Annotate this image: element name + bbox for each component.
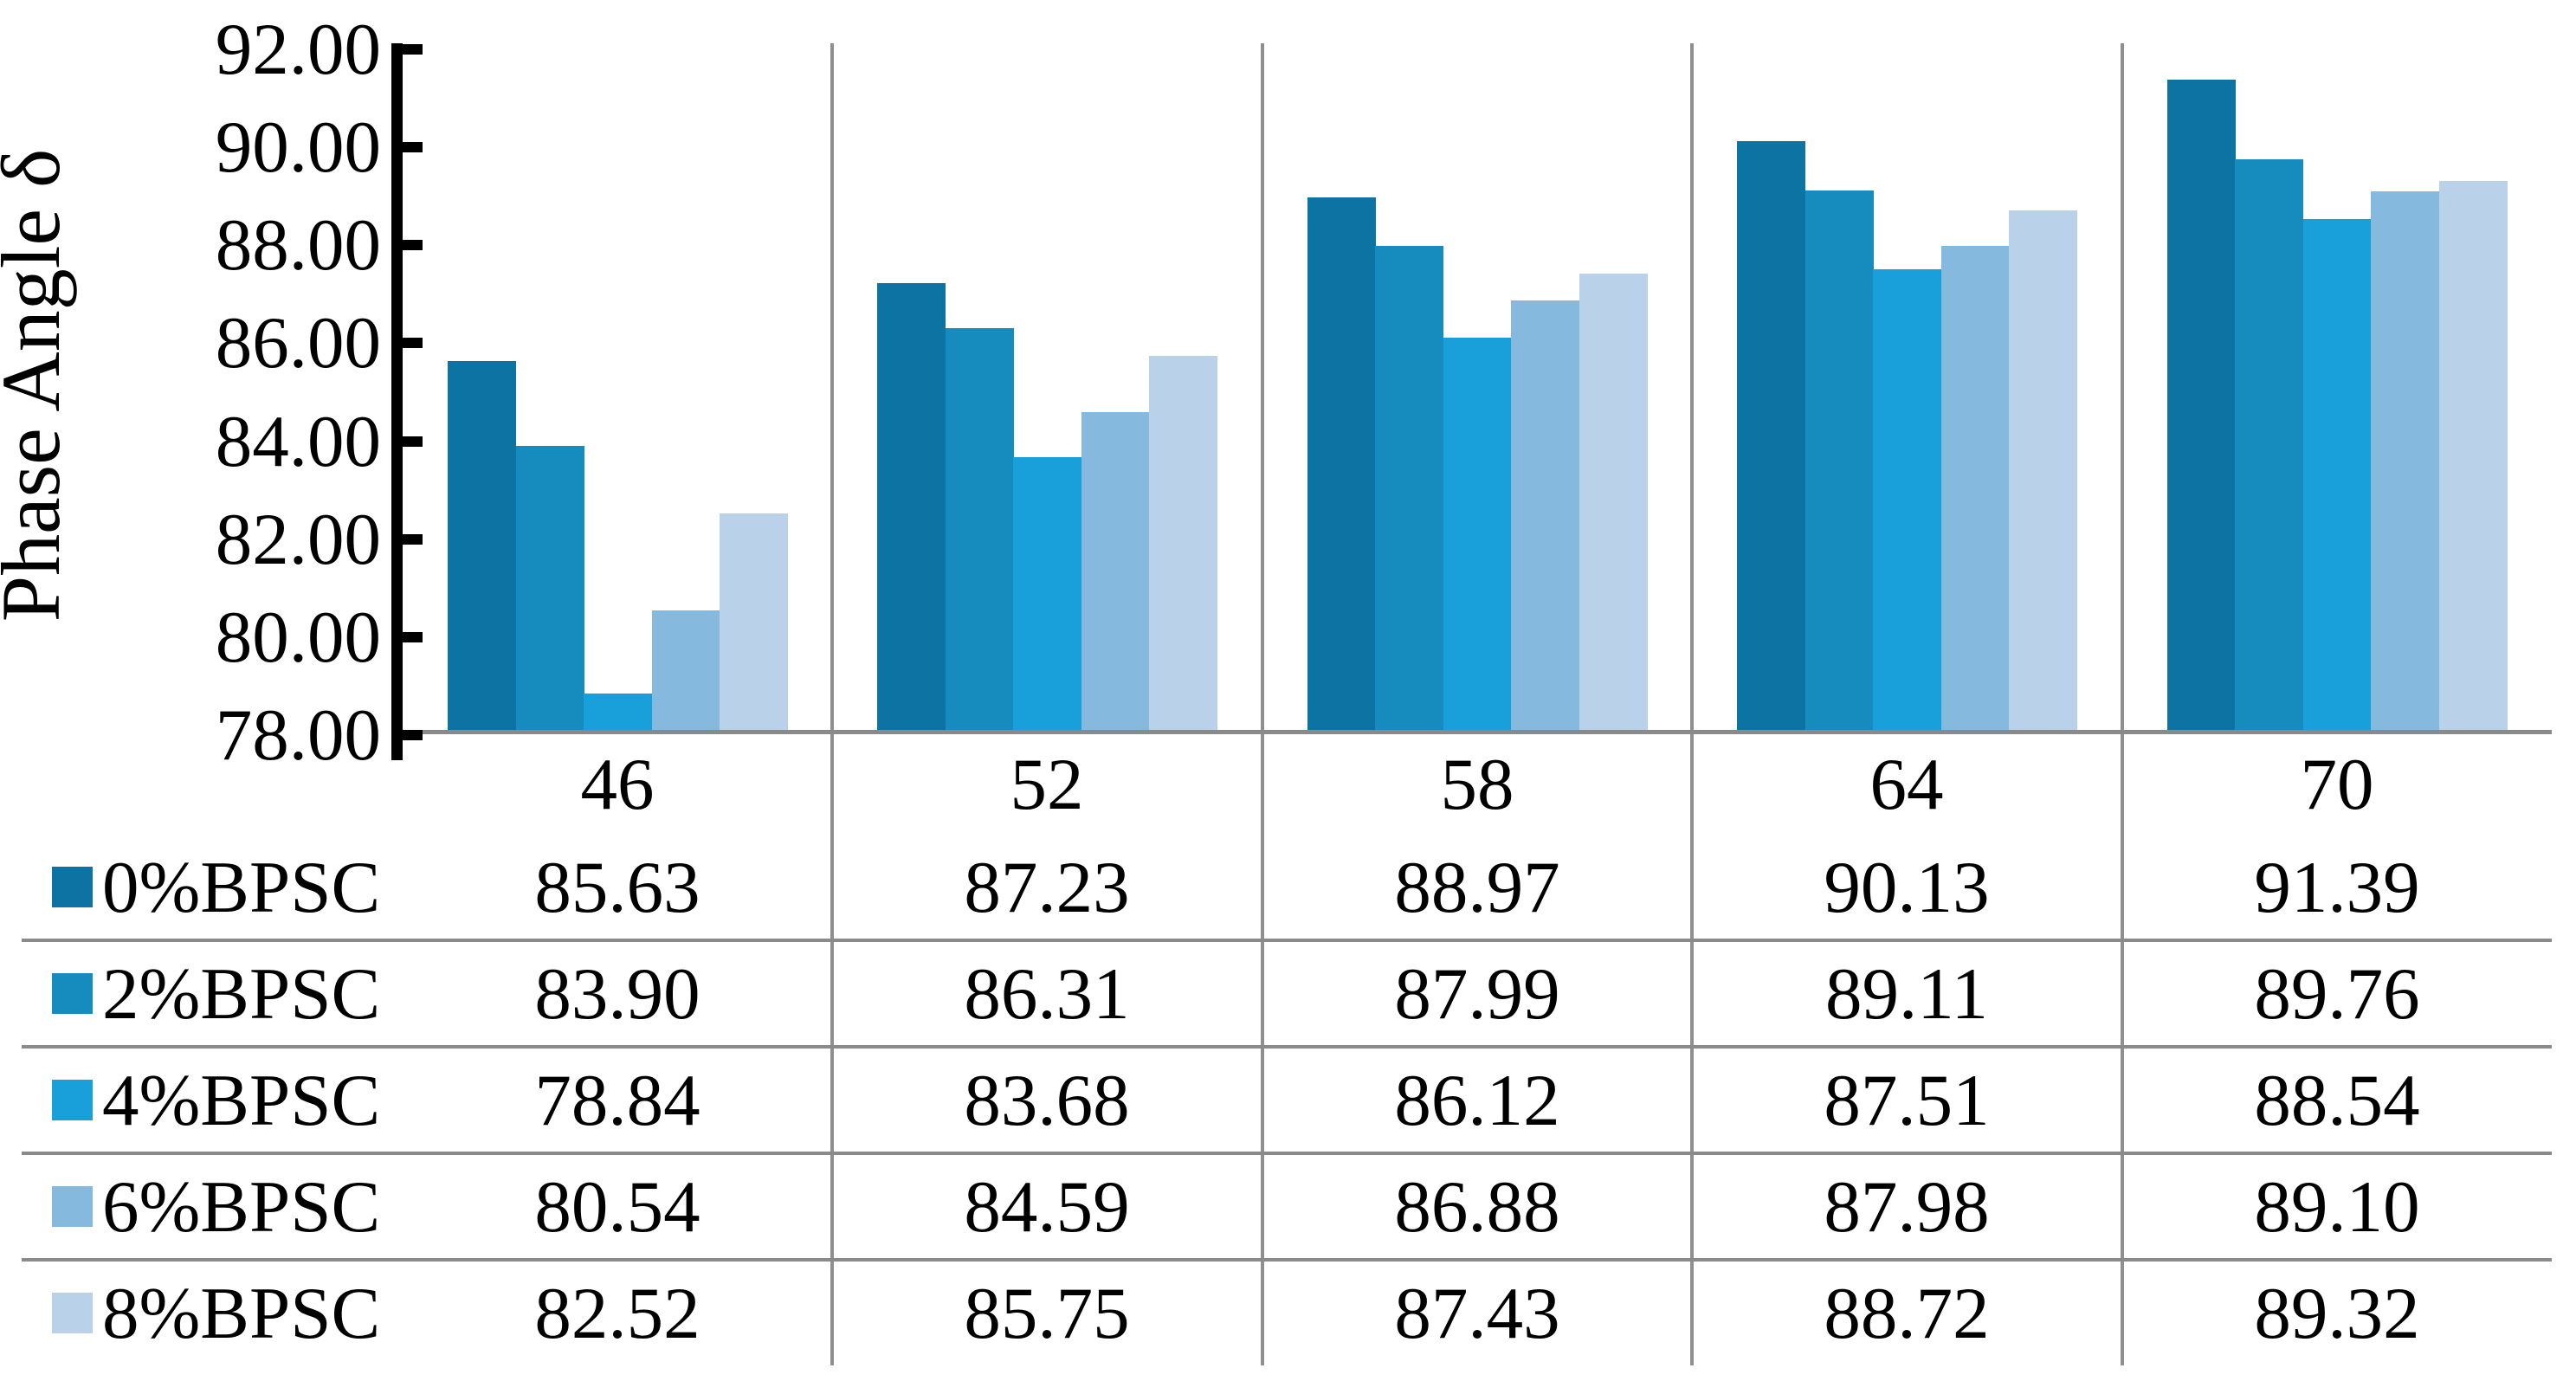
table-cell-value: 80.54 bbox=[534, 1166, 700, 1248]
y-axis-tick bbox=[403, 142, 423, 152]
table-cell-value: 78.84 bbox=[534, 1060, 700, 1141]
bar-4%BPSC-cat58 bbox=[1443, 338, 1512, 733]
table-cell-value: 89.11 bbox=[1824, 953, 1989, 1035]
legend-key-4%BPSC bbox=[52, 1080, 93, 1120]
category-divider-line bbox=[830, 43, 834, 1365]
bar-8%BPSC-cat46 bbox=[720, 513, 788, 733]
bar-8%BPSC-cat58 bbox=[1579, 274, 1648, 733]
table-cell-value: 83.90 bbox=[534, 953, 700, 1035]
bar-4%BPSC-cat52 bbox=[1013, 457, 1081, 733]
bar-0%BPSC-cat58 bbox=[1307, 197, 1376, 733]
legend-key-0%BPSC bbox=[52, 867, 93, 907]
table-cell-value: 87.43 bbox=[1394, 1273, 1560, 1354]
bar-0%BPSC-cat52 bbox=[877, 283, 946, 733]
category-divider-line bbox=[1690, 43, 1694, 1365]
bar-2%BPSC-cat70 bbox=[2235, 159, 2303, 733]
table-cell-value: 87.98 bbox=[1824, 1166, 1990, 1248]
x-category-label: 70 bbox=[2300, 744, 2374, 825]
x-axis-line bbox=[391, 730, 2552, 734]
x-category-label: 64 bbox=[1869, 744, 1944, 825]
x-category-label: 52 bbox=[1010, 744, 1084, 825]
bar-6%BPSC-cat64 bbox=[1941, 246, 2010, 733]
table-cell-value: 86.31 bbox=[964, 953, 1130, 1035]
bar-4%BPSC-cat64 bbox=[1873, 269, 1941, 733]
bar-0%BPSC-cat46 bbox=[448, 361, 516, 733]
legend-label: 8%BPSC bbox=[102, 1273, 381, 1354]
table-row-divider bbox=[22, 1045, 2552, 1049]
bar-6%BPSC-cat58 bbox=[1511, 300, 1579, 733]
legend-label: 0%BPSC bbox=[102, 847, 381, 928]
legend-label: 6%BPSC bbox=[102, 1166, 381, 1248]
y-tick-label: 90.00 bbox=[215, 106, 381, 188]
bar-2%BPSC-cat52 bbox=[946, 328, 1014, 733]
y-tick-label: 88.00 bbox=[215, 204, 381, 286]
bar-4%BPSC-cat46 bbox=[584, 694, 652, 733]
table-cell-value: 88.97 bbox=[1394, 847, 1560, 928]
y-tick-label: 82.00 bbox=[215, 499, 381, 580]
y-axis-tick bbox=[403, 240, 423, 250]
y-axis-tick bbox=[403, 338, 423, 348]
table-cell-value: 86.88 bbox=[1394, 1166, 1560, 1248]
bar-8%BPSC-cat64 bbox=[2009, 210, 2077, 733]
table-cell-value: 88.72 bbox=[1824, 1273, 1990, 1354]
table-cell-value: 86.12 bbox=[1394, 1060, 1560, 1141]
legend-label: 4%BPSC bbox=[102, 1060, 381, 1141]
legend-key-8%BPSC bbox=[52, 1293, 93, 1333]
table-row-divider bbox=[22, 939, 2552, 942]
bar-6%BPSC-cat70 bbox=[2371, 191, 2439, 733]
table-cell-value: 85.75 bbox=[964, 1273, 1130, 1354]
y-axis-title: Phase Angle δ bbox=[0, 149, 77, 623]
table-cell-value: 89.32 bbox=[2254, 1273, 2420, 1354]
y-tick-label: 78.00 bbox=[215, 694, 381, 776]
bar-2%BPSC-cat64 bbox=[1805, 190, 1874, 733]
y-tick-label: 86.00 bbox=[215, 302, 381, 384]
x-category-label: 58 bbox=[1440, 744, 1514, 825]
y-axis-tick bbox=[403, 436, 423, 447]
y-axis-line bbox=[391, 43, 403, 760]
legend-key-2%BPSC bbox=[52, 973, 93, 1014]
table-cell-value: 87.99 bbox=[1394, 953, 1560, 1035]
bar-2%BPSC-cat46 bbox=[516, 446, 584, 733]
y-axis-tick bbox=[403, 632, 423, 642]
x-category-label: 46 bbox=[580, 744, 655, 825]
bar-2%BPSC-cat58 bbox=[1375, 246, 1443, 733]
table-cell-value: 89.10 bbox=[2254, 1166, 2420, 1248]
bar-6%BPSC-cat46 bbox=[652, 610, 720, 733]
legend-label: 2%BPSC bbox=[102, 953, 381, 1035]
table-cell-value: 87.23 bbox=[964, 847, 1130, 928]
table-cell-value: 82.52 bbox=[534, 1273, 700, 1354]
table-cell-value: 83.68 bbox=[964, 1060, 1130, 1141]
table-cell-value: 87.51 bbox=[1824, 1060, 1990, 1141]
bar-8%BPSC-cat70 bbox=[2439, 181, 2508, 733]
y-axis-tick bbox=[403, 534, 423, 545]
table-cell-value: 85.63 bbox=[534, 847, 700, 928]
table-cell-value: 90.13 bbox=[1824, 847, 1990, 928]
table-row-divider bbox=[22, 1152, 2552, 1155]
table-row-divider bbox=[22, 1258, 2552, 1262]
bar-6%BPSC-cat52 bbox=[1081, 412, 1150, 733]
y-tick-label: 80.00 bbox=[215, 597, 381, 678]
table-cell-value: 84.59 bbox=[964, 1166, 1130, 1248]
category-divider-line bbox=[2121, 43, 2124, 1365]
category-divider-line bbox=[1261, 43, 1264, 1365]
table-cell-value: 89.76 bbox=[2254, 953, 2420, 1035]
bar-8%BPSC-cat52 bbox=[1149, 356, 1217, 733]
y-tick-label: 84.00 bbox=[215, 401, 381, 482]
y-tick-label: 92.00 bbox=[215, 9, 381, 90]
legend-key-6%BPSC bbox=[52, 1186, 93, 1227]
y-axis-tick bbox=[403, 44, 423, 55]
y-axis-tick bbox=[403, 730, 423, 740]
bar-0%BPSC-cat70 bbox=[2167, 80, 2236, 733]
bar-0%BPSC-cat64 bbox=[1737, 141, 1805, 733]
bar-4%BPSC-cat70 bbox=[2303, 219, 2372, 733]
table-cell-value: 91.39 bbox=[2254, 847, 2420, 928]
table-cell-value: 88.54 bbox=[2254, 1060, 2420, 1141]
